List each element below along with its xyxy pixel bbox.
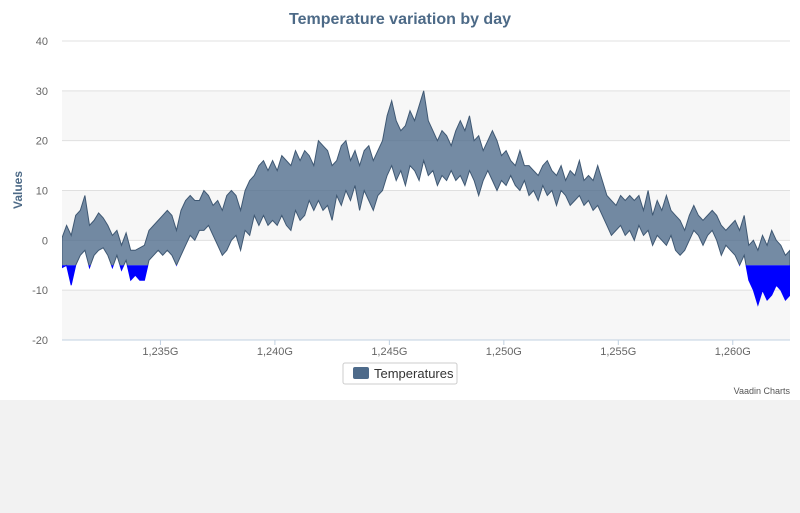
x-tick-label: 1,260G	[715, 346, 751, 358]
y-tick-label: -10	[32, 285, 48, 297]
x-tick-label: 1,240G	[257, 346, 293, 358]
series-layer	[62, 90, 790, 307]
plot-band	[62, 290, 790, 340]
x-tick-label: 1,255G	[600, 346, 636, 358]
chart-credits[interactable]: Vaadin Charts	[734, 386, 791, 396]
chart-svg: 1,235G 1,240G 1,245G 1,250G 1,255G 1,260G -20…	[11, 11, 791, 396]
legend[interactable]: Temperatures	[342, 362, 458, 385]
x-tick-label: 1,235G	[142, 346, 178, 358]
y-axis-title: Values	[11, 171, 25, 209]
x-tick-label: 1,245G	[371, 346, 407, 358]
legend-item-temperatures[interactable]: Temperatures	[374, 366, 454, 381]
x-axis: 1,235G 1,240G 1,245G 1,250G 1,255G 1,260G	[62, 339, 790, 358]
x-tick-label: 1,250G	[486, 346, 522, 358]
chart-title: Temperature variation by day	[289, 11, 511, 28]
y-tick-label: 0	[42, 235, 48, 247]
y-tick-label: 10	[36, 186, 48, 198]
series-area-temperatures-below-threshold[interactable]	[62, 91, 790, 307]
series-area-temperatures[interactable]	[62, 90, 790, 305]
y-axis: -20 -10 0 10 20 30 40	[32, 36, 48, 347]
legend-box	[342, 362, 458, 385]
y-tick-label: 20	[36, 136, 48, 148]
chart-panel: 1,235G 1,240G 1,245G 1,250G 1,255G 1,260G -20…	[0, 0, 800, 400]
page-background	[0, 400, 800, 513]
y-tick-label: -20	[32, 335, 48, 347]
y-tick-label: 30	[36, 86, 48, 98]
y-tick-label: 40	[36, 36, 48, 48]
legend-swatch[interactable]	[353, 367, 369, 379]
